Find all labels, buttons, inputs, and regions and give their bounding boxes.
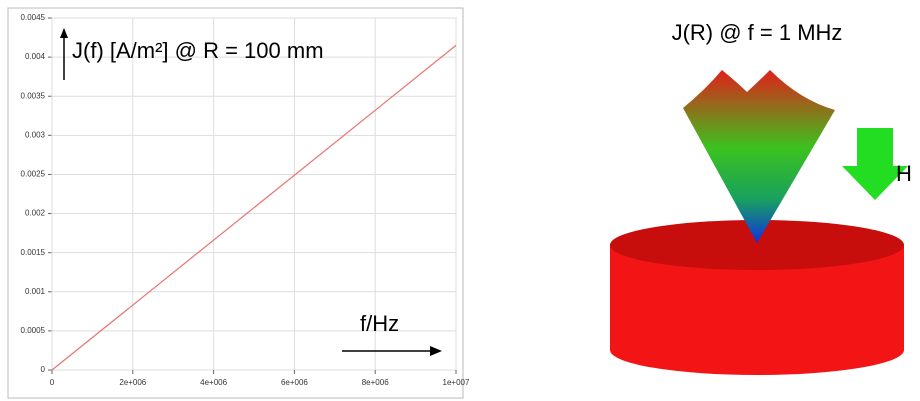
y-tick-label: 0.002 xyxy=(25,209,46,218)
y-tick-label: 0.0005 xyxy=(21,326,46,335)
plot-area: 0 0.0005 0.001 0.0015 0.002 0.0025 0.003 0.0035… xyxy=(21,13,470,387)
y-tick-label: 0.001 xyxy=(25,287,46,296)
x-tick-label: 0 xyxy=(50,378,55,387)
y-tick-label: 0.0045 xyxy=(21,13,46,22)
x-tick-label: 4e+006 xyxy=(200,378,227,387)
y-tick-label: 0.004 xyxy=(25,52,46,61)
y-tick-label: 0.003 xyxy=(25,130,46,139)
field-label: H xyxy=(896,161,912,186)
y-tick-label: 0 xyxy=(41,365,46,374)
field-arrow-shaft xyxy=(857,128,893,166)
x-annotation: f/Hz xyxy=(360,311,399,336)
x-tick-label: 2e+006 xyxy=(119,378,146,387)
y-annotation: J(f) [A/m²] @ R = 100 mm xyxy=(72,38,324,63)
cone-surface xyxy=(683,70,835,243)
figure: 0 0.0005 0.001 0.0015 0.002 0.0025 0.003 0.0035… xyxy=(0,0,920,401)
x-tick-label: 1e+007 xyxy=(443,378,470,387)
x-tick-label: 8e+006 xyxy=(362,378,389,387)
y-tick-label: 0.0015 xyxy=(21,248,46,257)
illustration-title: J(R) @ f = 1 MHz xyxy=(672,20,843,45)
y-tick-label: 0.0035 xyxy=(21,91,46,100)
y-tick-label: 0.0025 xyxy=(21,170,46,179)
x-tick-label: 6e+006 xyxy=(281,378,308,387)
